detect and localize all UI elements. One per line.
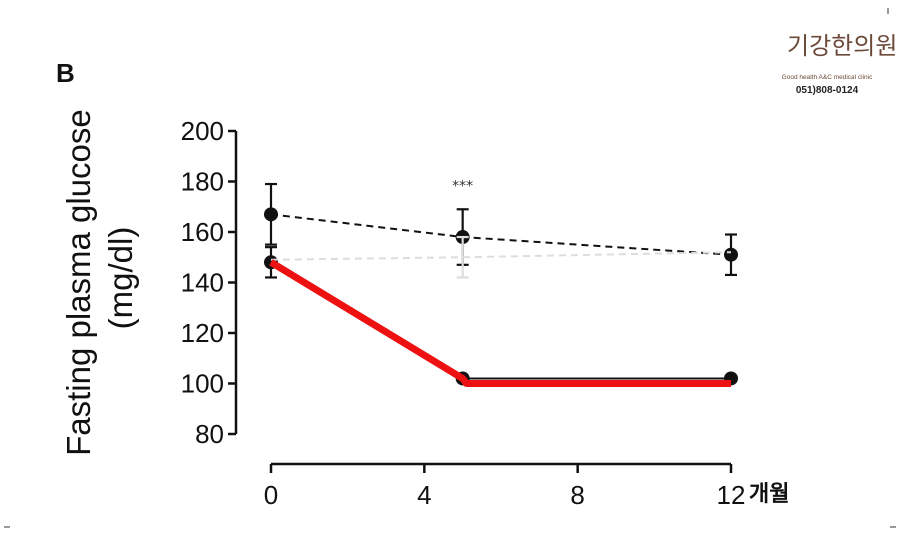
x-tick-label: 12 [717, 480, 746, 510]
error-bar [456, 235, 469, 279]
y-ticks: 80 100 120 140 160 180 200 [181, 116, 236, 449]
series-line [270, 213, 732, 256]
x-tick-label: 8 [570, 480, 584, 510]
annotation-layer: *** [452, 179, 473, 195]
series-line [270, 261, 731, 380]
clinic-phone: 051)808-0124 [796, 85, 859, 96]
y-axis-title: Fasting plasma glucose (mg/dl) [60, 100, 139, 456]
y-axis-title-line-1: Fasting plasma glucose [60, 109, 97, 456]
y-tick-label: 180 [181, 167, 224, 197]
series-2 [270, 235, 732, 279]
x-tick-label: 0 [264, 480, 278, 510]
x-unit-label: 개월 [749, 482, 789, 507]
series-0 [264, 182, 738, 277]
x-tick-label: 4 [417, 480, 431, 510]
axes [234, 131, 731, 466]
data-point [724, 247, 738, 262]
y-tick-label: 80 [195, 419, 224, 449]
panel-label: B [56, 58, 75, 88]
series-layer [264, 182, 738, 387]
clinic-logo: 기강한의원 Good health A&C medical clinic 051… [782, 32, 898, 96]
clinic-logo-name: 기강한의원 [787, 32, 897, 60]
clinic-logo-subtitle: Good health A&C medical clinic [782, 74, 873, 81]
crop-marks [4, 8, 896, 528]
series-3 [269, 259, 731, 387]
y-tick-label: 200 [181, 116, 224, 146]
series-1 [264, 246, 738, 386]
y-tick-label: 160 [181, 217, 224, 247]
x-ticks: 0 4 8 12 [264, 464, 746, 510]
y-axis-title-line-2: (mg/dl) [102, 227, 139, 330]
y-tick-label: 120 [181, 318, 224, 348]
series-line [269, 259, 731, 387]
significance-label: *** [452, 179, 473, 195]
data-point [264, 207, 278, 222]
y-tick-label: 100 [181, 369, 224, 399]
y-tick-label: 140 [181, 268, 224, 298]
series-line [270, 251, 732, 261]
